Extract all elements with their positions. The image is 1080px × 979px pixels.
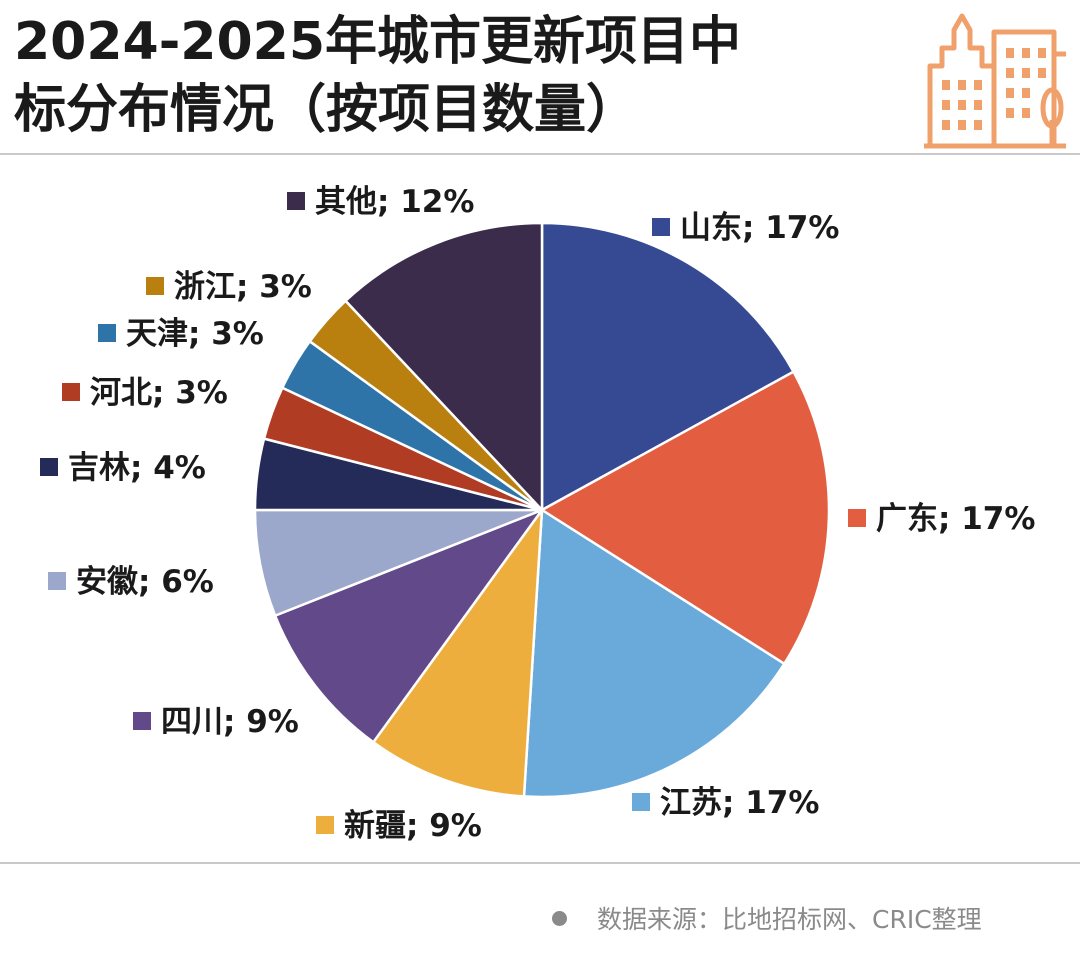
pie-chart: 山东; 17% 广东; 17% 江苏; 17% 新疆; 9% 四川; 9% 安徽; 6% 吉… [40,184,1035,844]
pie-slice [540,221,795,512]
legend-swatch [652,218,670,236]
title-line-1: 2024-2025年城市更新项目中 [14,12,742,72]
legend-swatch [316,816,334,834]
legend-swatch [133,712,151,730]
legend-swatch [146,277,164,295]
footer-divider [0,862,1080,864]
slice-label: 广东; 17% [876,501,1035,537]
legend-swatch [632,793,650,811]
pie-slice [540,370,831,666]
city-buildings-icon [924,13,1066,149]
pie-slice [344,221,544,512]
legend-swatch [848,509,866,527]
slice-labels: 山东; 17% 广东; 17% 江苏; 17% 新疆; 9% 四川; 9% 安徽; 6% 吉… [40,184,1035,844]
slice-label: 新疆; 9% [344,808,482,844]
legend-swatch [40,458,58,476]
slice-label: 河北; 3% [90,375,228,411]
source-text: 数据来源：比地招标网、CRIC整理 [597,905,982,934]
slice-label: 安徽; 6% [76,564,214,600]
title-line-2: 标分布情况（按项目数量） [14,80,639,140]
pie-slice [372,508,544,798]
slice-label: 四川; 9% [161,704,299,740]
slice-label: 浙江; 3% [174,269,312,305]
slice-label: 吉林; 4% [68,450,206,486]
legend-swatch [287,192,305,210]
data-source: 数据来源：比地招标网、CRIC整理 [552,898,982,938]
pie-slice [273,508,544,744]
header-divider [0,153,1080,155]
pie-slices [253,221,831,799]
pie-slice [522,508,786,799]
slice-label: 天津; 3% [126,316,264,352]
legend-swatch [98,324,116,342]
bullet-dot-icon [552,910,567,926]
slice-label: 山东; 17% [680,210,839,246]
slice-label: 江苏; 17% [660,785,819,821]
chart-title: 2024-2025年城市更新项目中 标分布情况（按项目数量） [14,8,894,144]
legend-swatch [48,572,66,590]
slice-label: 其他; 12% [315,184,474,220]
legend-swatch [62,383,80,401]
